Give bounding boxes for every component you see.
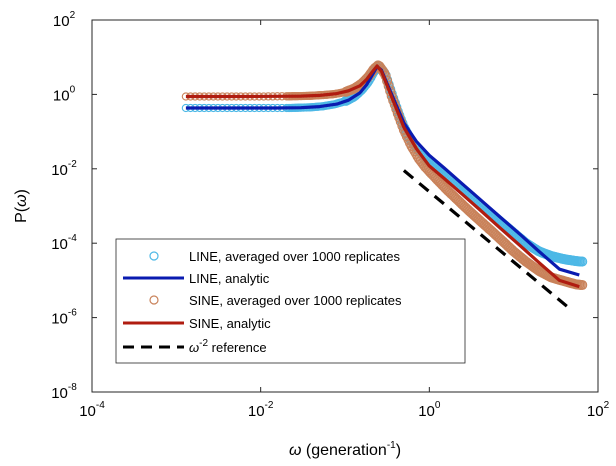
y-tick-label: 10-6 xyxy=(51,308,77,328)
legend-label-sine-analytic: SINE, analytic xyxy=(189,316,271,331)
data-marks xyxy=(181,60,588,313)
legend-label-line-analytic: LINE, analytic xyxy=(189,271,270,286)
series-line xyxy=(185,64,580,289)
legend-label-line-averaged: LINE, averaged over 1000 replicates xyxy=(189,249,401,264)
legend-label-sine-averaged: SINE, averaged over 1000 replicates xyxy=(189,293,402,308)
legend-entry-sine-analytic: SINE, analytic xyxy=(123,316,271,331)
axis-ticks: 10-4 10-2 100 102 102 100 10-2 10-4 10-6 10-8 xyxy=(51,10,609,420)
plot-frame xyxy=(91,19,599,393)
legend-entry-sine-averaged: SINE, averaged over 1000 replicates xyxy=(149,293,402,308)
y-axis-label: P(ω) xyxy=(13,189,30,223)
legend-marker-sine-averaged xyxy=(149,295,159,305)
x-axis-label: ω (generation-1) xyxy=(289,440,401,459)
legend-entry-reference: ω-2 reference xyxy=(123,338,267,355)
y-tick-label: 10-8 xyxy=(51,382,77,402)
x-tick-label: 100 xyxy=(418,400,441,420)
legend-entry-line-analytic: LINE, analytic xyxy=(123,271,270,286)
series-4 xyxy=(402,169,574,313)
legend-entry-line-averaged: LINE, averaged over 1000 replicates xyxy=(149,249,401,264)
legend: LINE, averaged over 1000 replicates LINE… xyxy=(115,238,466,364)
y-tick-label: 102 xyxy=(53,10,76,30)
y-tick-label: 100 xyxy=(53,84,76,104)
legend-box xyxy=(115,238,466,364)
x-tick-label: 102 xyxy=(587,400,610,420)
data-point xyxy=(577,256,588,267)
series-3 xyxy=(185,64,580,289)
y-tick-label: 10-4 xyxy=(51,233,77,253)
legend-label-reference: ω-2 reference xyxy=(189,338,267,355)
series-line xyxy=(402,169,574,313)
y-tick-label: 10-2 xyxy=(51,159,77,179)
x-tick-label: 10-4 xyxy=(79,400,105,420)
legend-marker-line-averaged xyxy=(149,251,159,261)
x-tick-label: 10-2 xyxy=(248,400,274,420)
